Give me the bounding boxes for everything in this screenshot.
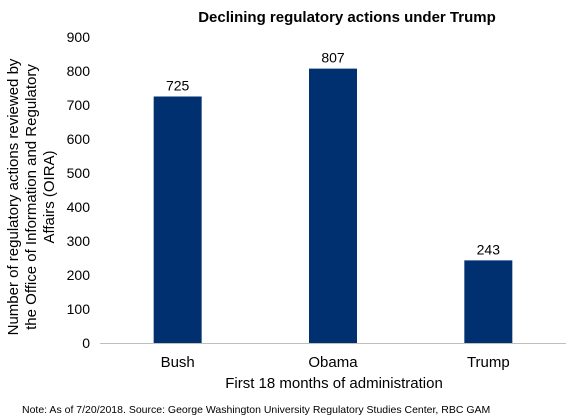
y-tick-label: 500 — [67, 165, 91, 181]
category-label-trump: Trump — [467, 354, 510, 371]
bars — [153, 68, 513, 344]
y-axis-ticks: 0 100 200 300 400 500 600 700 800 900 — [67, 29, 91, 351]
y-tick-label: 600 — [67, 131, 91, 147]
y-tick-label: 700 — [67, 97, 91, 113]
x-axis-label: First 18 months of administration — [225, 375, 443, 392]
y-tick-label: 300 — [67, 233, 91, 249]
category-label-obama: Obama — [308, 354, 358, 371]
y-tick-label: 200 — [67, 267, 91, 283]
bar-obama — [309, 68, 357, 344]
y-tick-label: 0 — [82, 335, 90, 351]
y-tick-label: 900 — [67, 29, 91, 45]
y-tick-label: 100 — [67, 301, 91, 317]
data-label-trump: 243 — [477, 241, 501, 257]
chart-title: Declining regulatory actions under Trump — [198, 9, 496, 26]
data-label-bush: 725 — [166, 78, 190, 94]
data-labels: 725 807 243 — [166, 50, 500, 258]
source-note: Note: As of 7/20/2018. Source: George Wa… — [22, 404, 490, 416]
y-axis-label-line-1: Number of regulatory actions reviewed by — [5, 58, 22, 335]
bar-trump — [464, 260, 513, 343]
y-axis-label-line-2: the Office of Information and Regulatory — [23, 64, 40, 330]
category-label-bush: Bush — [161, 354, 195, 371]
y-axis-label: Number of regulatory actions reviewed by… — [5, 58, 58, 335]
category-labels: Bush Obama Trump — [161, 354, 510, 371]
data-label-obama: 807 — [321, 50, 345, 66]
y-axis-label-line-3: Affairs (OIRA) — [41, 150, 58, 243]
y-tick-label: 800 — [67, 63, 91, 79]
bar-bush — [153, 96, 202, 343]
y-tick-label: 400 — [67, 199, 91, 215]
